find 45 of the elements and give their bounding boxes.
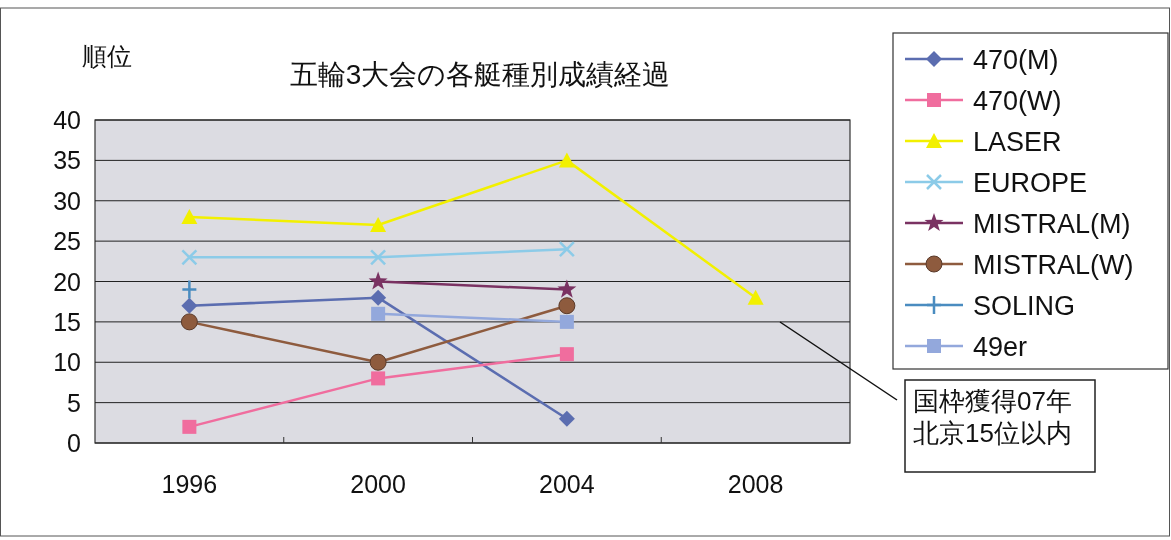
point xyxy=(181,297,198,314)
y-tick-label: 25 xyxy=(53,227,81,256)
point xyxy=(369,353,387,371)
point xyxy=(559,314,574,329)
legend-label: EUROPE xyxy=(973,168,1088,198)
y-tick-label: 15 xyxy=(53,307,81,336)
point xyxy=(557,279,577,298)
y-tick-label: 20 xyxy=(53,267,81,296)
legend-label: 470(M) xyxy=(973,45,1059,75)
point xyxy=(182,419,197,434)
point xyxy=(558,240,576,258)
legend-label: MISTRAL(W) xyxy=(973,250,1134,280)
point xyxy=(180,313,198,331)
point xyxy=(558,410,575,427)
y-tick-label: 0 xyxy=(67,429,81,457)
legend-label: 470(W) xyxy=(973,86,1062,116)
y-tick-label: 40 xyxy=(53,106,81,134)
legend-label: 49er xyxy=(973,332,1028,362)
point xyxy=(559,347,574,362)
point xyxy=(558,152,575,168)
legend-label: LASER xyxy=(973,127,1062,157)
text: 国枠獲得07年北京15位以内 xyxy=(913,386,1072,448)
point xyxy=(370,216,387,232)
point xyxy=(371,371,386,386)
point xyxy=(181,279,198,300)
y-tick-label: 35 xyxy=(53,146,81,175)
chart-title: 五輪3大会の各艇種別成績経過 xyxy=(289,59,671,90)
point xyxy=(558,297,576,315)
x-tick-label: 2008 xyxy=(727,470,784,498)
point xyxy=(181,249,198,266)
point xyxy=(368,271,388,290)
legend-label: SOLING xyxy=(973,291,1076,321)
point xyxy=(181,208,198,224)
y-tick-label: 30 xyxy=(53,186,81,215)
y-tick-label: 5 xyxy=(67,388,81,417)
point xyxy=(370,289,387,306)
x-tick-label: 2000 xyxy=(350,470,406,498)
point xyxy=(747,289,764,305)
x-tick-label: 1996 xyxy=(161,470,218,498)
y-axis-title: 順位 xyxy=(82,42,132,70)
y-tick-label: 10 xyxy=(53,348,81,377)
point xyxy=(371,306,386,321)
point xyxy=(369,249,387,266)
legend-label: MISTRAL(M) xyxy=(973,209,1131,239)
x-tick-label: 2004 xyxy=(539,470,595,498)
